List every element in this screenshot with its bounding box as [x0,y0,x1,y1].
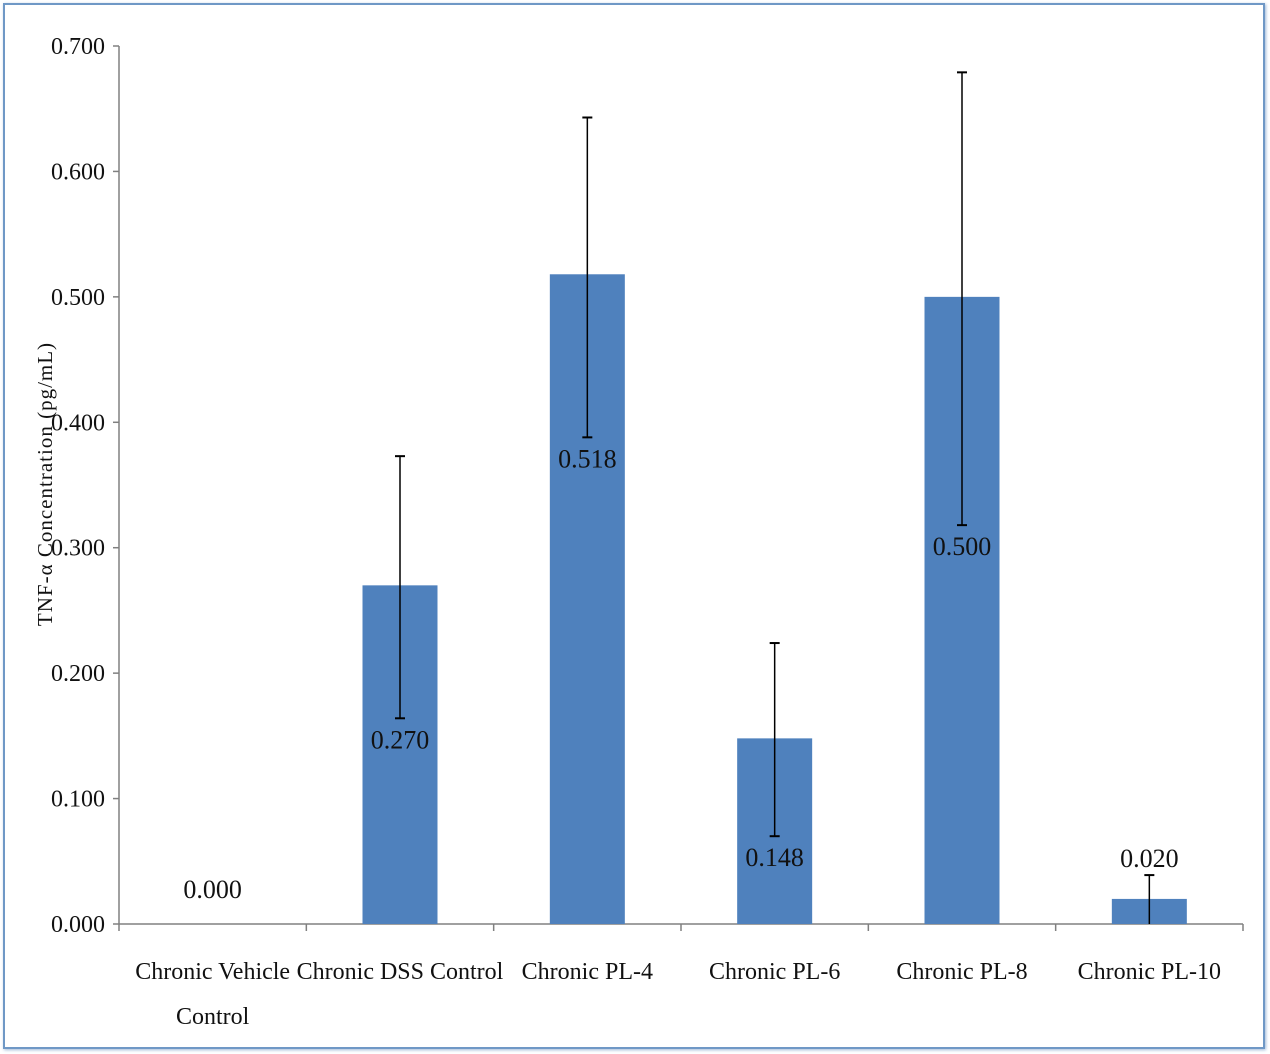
x-tick-label: Chronic DSS Control [297,959,504,985]
y-tick-label: 0.600 [51,159,105,185]
x-tick-label: Chronic PL-10 [1078,959,1221,985]
y-tick-label: 0.300 [51,536,105,562]
y-axis-label: TNF-α Concentration (pg/mL) [33,342,57,626]
y-tick-label: 0.500 [51,285,105,311]
data-label: 0.148 [745,843,804,872]
y-tick-label: 0.200 [51,661,105,687]
chart-frame [3,3,1265,1049]
y-tick-label: 0.100 [51,787,105,813]
y-tick-label: 0.000 [51,912,105,938]
y-tick-label: 0.700 [51,34,105,60]
y-tick-label: 0.400 [51,410,105,436]
x-tick-label: Chronic PL-6 [709,959,840,985]
data-label: 0.000 [183,875,242,904]
x-tick-label: Control [176,1004,250,1030]
data-label: 0.518 [558,444,617,473]
x-tick-label: Chronic PL-8 [896,959,1027,985]
x-tick-label: Chronic Vehicle [135,959,290,985]
data-label: 0.270 [371,725,430,754]
data-label: 0.500 [933,532,992,561]
x-tick-label: Chronic PL-4 [522,959,653,985]
data-label: 0.020 [1120,844,1179,873]
